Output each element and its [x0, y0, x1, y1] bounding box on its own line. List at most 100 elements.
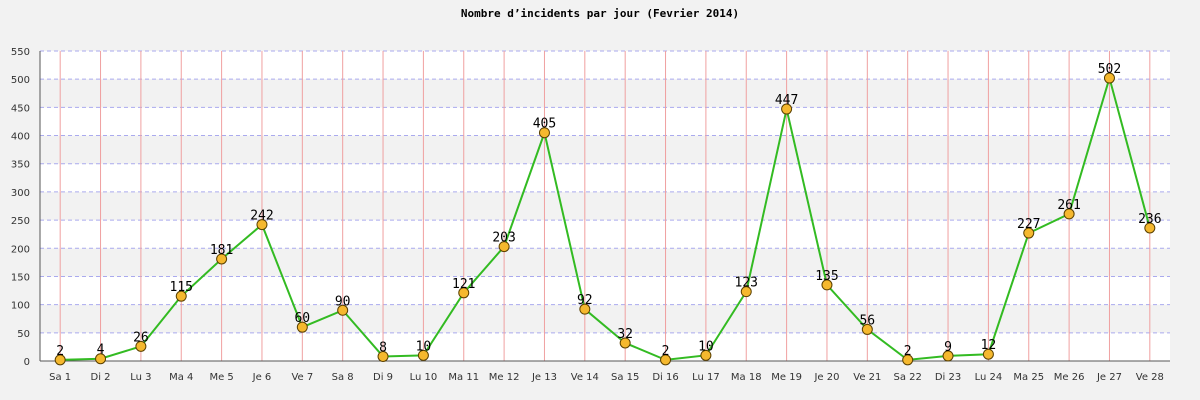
y-tick-label: 400: [11, 132, 30, 143]
data-point: [498, 241, 510, 253]
data-label: 261: [1057, 198, 1080, 213]
plot-background: [40, 51, 1170, 361]
x-tick-label: Di 2: [91, 372, 111, 383]
series-line: [60, 74, 1151, 361]
x-tick-label: Je 20: [813, 372, 839, 383]
y-tick-label: 550: [11, 47, 30, 58]
plot-band: [40, 332, 1170, 361]
x-axis: Sa 1 Di 2 Lu 3 Ma 4 Me 5 Je 6 Ve 7 Sa 8 Di 9 Lu 1…: [40, 360, 1170, 383]
x-tick-label: Ma 25: [1013, 372, 1044, 383]
data-point: [216, 253, 228, 265]
data-point: [1103, 72, 1115, 84]
data-point: [1023, 227, 1035, 239]
x-tick-label: Ma 11: [448, 372, 479, 383]
x-tick-label: Ve 21: [853, 372, 881, 383]
data-point: [700, 349, 712, 361]
y-tick-label: 150: [11, 272, 30, 283]
plot-band: [40, 79, 1170, 108]
data-label: 203: [492, 231, 515, 246]
data-label: 26: [133, 330, 149, 345]
data-label: 502: [1098, 62, 1121, 77]
data-point: [619, 337, 631, 349]
x-tick-label: Sa 22: [893, 372, 921, 383]
y-tick-label: 450: [11, 103, 30, 114]
x-tick-label: Me 26: [1054, 372, 1085, 383]
data-label: 181: [210, 243, 233, 258]
plot-band: [40, 304, 1170, 333]
data-label: 236: [1138, 212, 1161, 227]
plot-band: [40, 191, 1170, 221]
data-label: 2: [56, 344, 64, 359]
data-point: [458, 287, 470, 299]
x-tick-label: Ve 7: [291, 372, 313, 383]
x-tick-label: Je 6: [252, 372, 272, 383]
data-label: 135: [815, 269, 838, 284]
x-tick-label: Je 13: [531, 372, 557, 383]
data-label: 115: [170, 280, 193, 295]
data-label: 121: [452, 277, 475, 292]
data-point: [54, 354, 66, 366]
series-polyline: [60, 74, 1151, 361]
x-tick-label: Ve 28: [1136, 372, 1164, 383]
data-label: 32: [617, 327, 633, 342]
y-axis: 0 50 100 150 200 250 300 350 400 450 500 550: [11, 47, 41, 368]
data-point: [175, 290, 187, 302]
plot-band: [40, 51, 1170, 80]
data-label: 2: [904, 344, 912, 359]
plot-band: [40, 163, 1170, 192]
plot-band: [40, 220, 1170, 249]
x-tick-label: Me 5: [209, 372, 233, 383]
data-point: [1144, 222, 1156, 234]
plot-band: [40, 107, 1170, 136]
y-tick-label: 300: [11, 188, 30, 199]
data-markers: [54, 72, 1156, 366]
x-tick-label: Me 19: [771, 372, 802, 383]
data-point: [982, 348, 994, 360]
x-tick-label: Lu 24: [975, 372, 1003, 383]
x-tick-label: Lu 17: [692, 372, 720, 383]
data-label: 10: [416, 339, 432, 354]
y-tick-label: 100: [11, 301, 30, 312]
x-tick-label: Lu 3: [130, 372, 151, 383]
x-tick-label: Sa 8: [332, 372, 354, 383]
x-tick-label: Ma 4: [169, 372, 193, 383]
x-tick-label: Di 23: [935, 372, 961, 383]
x-tick-label: Sa 15: [611, 372, 639, 383]
data-point: [377, 350, 389, 362]
data-label: 227: [1017, 217, 1040, 232]
data-label: 242: [250, 209, 273, 224]
plot-band: [40, 135, 1170, 164]
x-tick-label: Di 16: [652, 372, 678, 383]
data-label: 9: [944, 340, 952, 355]
data-point: [417, 349, 429, 361]
data-point: [781, 103, 793, 115]
plot-band: [40, 276, 1170, 305]
data-point: [538, 127, 550, 139]
data-label: 8: [379, 340, 387, 355]
data-label: 12: [981, 338, 997, 353]
y-tick-label: 50: [17, 329, 30, 340]
x-tick-label: Lu 10: [410, 372, 438, 383]
y-tick-label: 0: [24, 357, 30, 368]
data-point: [337, 304, 349, 316]
y-tick-label: 250: [11, 216, 30, 227]
data-point: [579, 303, 591, 315]
data-label: 2: [662, 344, 670, 359]
data-label: 447: [775, 93, 798, 108]
data-point: [660, 354, 672, 366]
data-point: [95, 353, 107, 365]
data-label: 92: [577, 293, 593, 308]
data-point: [740, 286, 752, 298]
data-label: 60: [294, 311, 310, 326]
x-tick-label: Ma 18: [731, 372, 762, 383]
chart-title: Nombre d’incidents par jour (Fevrier 201…: [461, 7, 739, 20]
data-point: [296, 321, 308, 333]
x-tick-label: Je 27: [1096, 372, 1122, 383]
data-point: [902, 354, 914, 366]
data-point: [135, 340, 147, 352]
data-point: [1063, 208, 1075, 220]
vertical-grid: [59, 51, 1151, 361]
data-label: 4: [97, 343, 105, 358]
